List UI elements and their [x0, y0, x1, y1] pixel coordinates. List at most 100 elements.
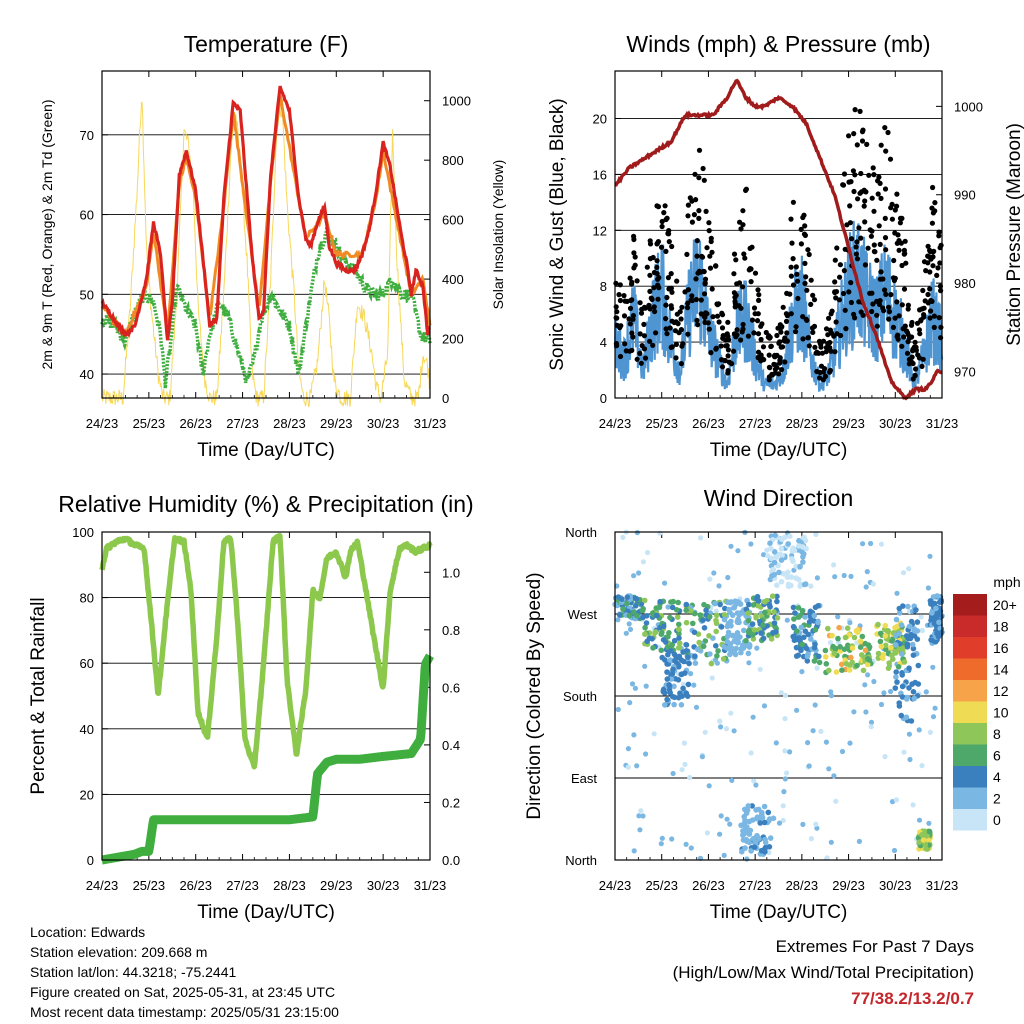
- gust-point: [931, 248, 937, 254]
- direction-point: [692, 660, 699, 666]
- gust-point: [840, 290, 847, 297]
- direction-point: [835, 635, 841, 642]
- gust-point: [693, 276, 699, 282]
- gust-point: [848, 179, 854, 185]
- gust-point: [925, 291, 931, 298]
- direction-point: [713, 628, 719, 635]
- y-tick-label: 20: [80, 787, 94, 802]
- station-info: Location: Edwards Station elevation: 209…: [30, 922, 339, 1022]
- direction-point: [629, 681, 636, 687]
- gust-point: [667, 325, 673, 331]
- direction-point: [670, 666, 676, 673]
- direction-point: [734, 630, 741, 636]
- gust-point: [749, 317, 756, 323]
- winds-pressure-panel: Winds (mph) & Pressure (mb) Time (Day/UTC…: [547, 31, 1024, 461]
- y-tick-label: 8: [600, 279, 607, 294]
- direction-point: [920, 837, 927, 843]
- direction-point: [782, 748, 788, 754]
- gust-point: [751, 330, 757, 336]
- x-tick-label: 27/23: [226, 878, 259, 893]
- direction-point: [866, 657, 873, 663]
- x-tick-label: 29/23: [320, 878, 353, 893]
- direction-point: [750, 836, 756, 842]
- gust-point: [936, 233, 942, 239]
- gust-point: [902, 238, 908, 244]
- gust-point: [679, 304, 685, 310]
- direction-point: [898, 712, 905, 719]
- direction-point: [790, 604, 797, 611]
- direction-point: [634, 763, 640, 769]
- humidity-precip-panel: Relative Humidity (%) & Precipitation (i…: [28, 491, 474, 923]
- direction-point: [675, 599, 681, 606]
- direction-point: [729, 777, 735, 784]
- legend-label: 10: [993, 705, 1009, 721]
- direction-point: [683, 642, 690, 648]
- direction-point: [627, 626, 634, 633]
- gust-point: [769, 371, 775, 377]
- precipitation-line: [98, 652, 434, 865]
- gust-point: [663, 316, 669, 322]
- gust-point: [783, 318, 790, 324]
- gust-point: [621, 313, 628, 319]
- direction-point: [767, 540, 773, 546]
- gust-point: [849, 236, 855, 242]
- direction-point: [883, 646, 889, 653]
- direction-point: [634, 613, 640, 619]
- direction-point: [675, 677, 682, 683]
- gust-point: [655, 276, 661, 282]
- direction-point: [899, 672, 905, 678]
- gust-point: [883, 247, 889, 253]
- plot-border: [614, 531, 943, 861]
- x-tick-label: 25/23: [645, 878, 678, 893]
- direction-point: [780, 817, 786, 824]
- x-tick-label: 30/23: [879, 416, 912, 431]
- gust-point: [857, 108, 863, 114]
- gust-point: [910, 360, 916, 367]
- gust-point: [832, 289, 838, 296]
- gust-point: [616, 292, 622, 298]
- direction-point: [785, 569, 791, 576]
- direction-point: [802, 614, 808, 620]
- direction-point: [698, 535, 704, 541]
- direction-point: [894, 590, 900, 596]
- direction-point: [741, 627, 747, 634]
- direction-point: [889, 638, 895, 644]
- direction-point: [849, 659, 855, 666]
- gust-point: [855, 196, 861, 202]
- plot-border: [614, 70, 943, 399]
- gust-point: [654, 240, 661, 246]
- gust-point: [938, 324, 944, 330]
- gust-point: [784, 313, 791, 319]
- direction-point: [669, 604, 676, 611]
- gust-point: [877, 241, 883, 247]
- gust-point: [634, 278, 640, 284]
- direction-point: [782, 776, 788, 782]
- gust-point: [654, 203, 660, 209]
- gust-point: [936, 229, 942, 235]
- direction-point: [653, 629, 659, 635]
- x-tick-label: 31/23: [926, 416, 959, 431]
- direction-point: [662, 580, 668, 586]
- direction-point: [909, 641, 916, 648]
- direction-point: [930, 664, 936, 670]
- direction-point: [860, 667, 867, 674]
- gust-point: [780, 344, 786, 350]
- direction-point: [727, 609, 733, 616]
- direction-point: [837, 648, 844, 654]
- direction-point: [878, 643, 885, 650]
- direction-point: [923, 689, 929, 695]
- direction-point: [778, 690, 784, 696]
- direction-point: [708, 660, 715, 667]
- gust-point: [617, 297, 624, 304]
- gust-point: [691, 212, 698, 218]
- gust-point: [806, 251, 812, 258]
- gust-point: [678, 316, 684, 322]
- gust-point: [738, 226, 744, 232]
- plot-border: [101, 70, 431, 399]
- direction-point: [888, 688, 894, 695]
- direction-point: [717, 831, 723, 837]
- direction-point: [623, 600, 630, 607]
- direction-point: [893, 797, 900, 803]
- direction-point: [843, 661, 850, 667]
- direction-point: [911, 626, 917, 632]
